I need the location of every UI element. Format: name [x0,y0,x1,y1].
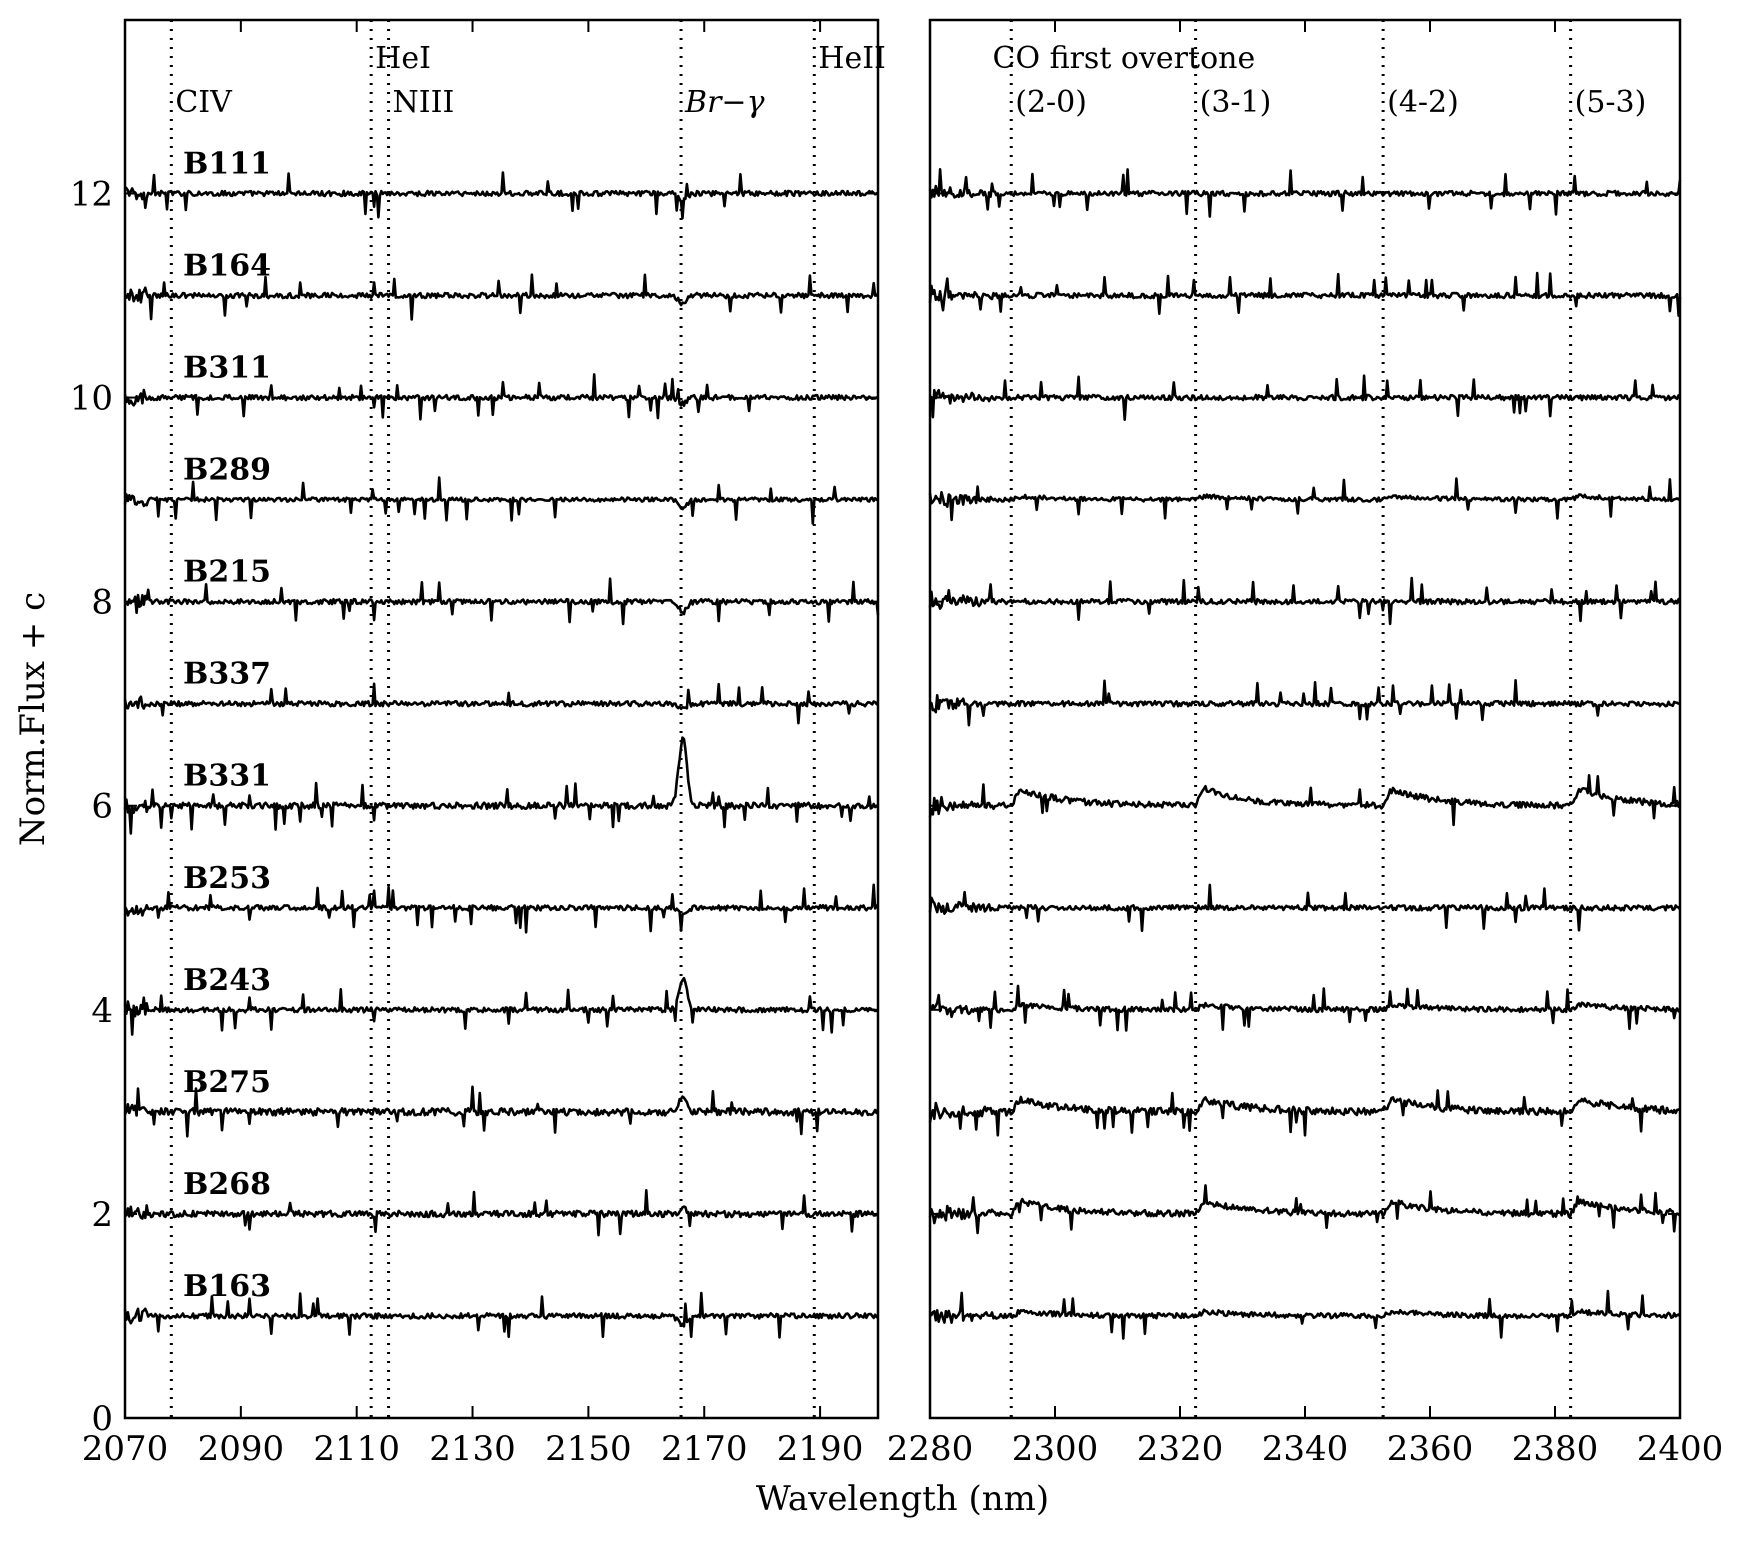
spectrum-B163-left [123,1291,879,1339]
x-tick-label-left-3: 2130 [429,1429,516,1469]
series-label-B163: B163 [183,1269,271,1304]
spectrum-B275-left [123,1085,880,1138]
x-axis-title: Wavelength (nm) [756,1479,1049,1519]
spectrum-B215-right [928,576,1682,626]
y-tick-label-0: 0 [91,1399,113,1439]
x-tick-label-left-5: 2170 [661,1429,748,1469]
left-panel: B111 B164 B311 B289 B215 B337 B331 B253 B243 B275… [82,18,886,1469]
spectrum-B215-left [124,577,880,626]
x-tick-label-left-2: 2110 [313,1429,400,1469]
y-axis-title: Norm.Flux + c [13,592,53,846]
spectrum-B243-left [123,976,879,1036]
y-tick-label-1: 2 [91,1195,113,1235]
right-panel: (2-0) (3-1) (4-2) (5-3) CO first overtone 228… [887,18,1724,1469]
spectrum-B111-right [928,168,1682,218]
line-label-3-left: Br−γ [684,85,765,120]
spectrum-B243-right [929,984,1682,1032]
x-tick-label-right-0: 2280 [887,1429,974,1469]
series-label-B243: B243 [183,963,271,998]
spectrum-B253-left [123,883,880,934]
y-tick-label-6: 12 [70,174,113,214]
series-label-B331: B331 [183,759,271,794]
spectrum-B164-left [124,273,880,321]
spectrum-B275-right [928,1089,1681,1137]
spectrum-B253-right [928,883,1682,933]
spectrum-B268-left [123,1189,880,1237]
series-label-B275: B275 [183,1065,271,1100]
series-label-B268: B268 [183,1167,271,1202]
x-tick-label-left-4: 2150 [545,1429,632,1469]
spectrum-B311-right [929,374,1682,421]
line-label-2-right: (4-2) [1387,85,1459,120]
series-label-B337: B337 [183,657,271,692]
line-label-0-right: (2-0) [1015,85,1087,120]
x-tick-label-left-1: 2090 [198,1429,285,1469]
plot-frame-left [123,18,880,1420]
spectrum-B331-right [928,774,1682,827]
x-tick-label-left-0: 2070 [82,1429,169,1469]
line-label-3-right: (5-3) [1575,85,1647,120]
y-tick-label-4: 8 [91,583,113,623]
spectrum-B111-left [124,171,879,220]
y-axis: 0 2 4 6 8 10 12 [70,174,113,1439]
group-label-co: CO first overtone [993,41,1256,76]
line-label-2-left: NIII [393,85,455,120]
spectrum-B268-right [928,1184,1681,1235]
line-label-1-right: (3-1) [1200,85,1272,120]
x-tick-label-right-2: 2320 [1137,1429,1224,1469]
line-label-0-left: CIV [175,85,233,120]
spectrum-B337-left [123,682,880,725]
x-tick-label-right-3: 2340 [1262,1429,1349,1469]
spectrum-B163-right [928,1289,1682,1340]
spectrum-B311-left [123,373,879,421]
spectrum-B289-left [123,476,879,525]
x-tick-label-left-6: 2190 [777,1429,864,1469]
x-tick-label-right-4: 2360 [1387,1429,1474,1469]
line-label-1-left: HeI [375,41,431,76]
y-tick-label-2: 4 [91,991,113,1031]
series-label-B311: B311 [183,351,271,386]
x-tick-label-right-5: 2380 [1512,1429,1599,1469]
series-label-B289: B289 [183,453,271,488]
series-label-B215: B215 [183,555,271,590]
spectrum-B289-right [928,477,1682,522]
series-label-B253: B253 [183,861,271,896]
series-label-B164: B164 [183,249,271,284]
spectrum-B331-left [123,736,880,835]
spectrum-B337-right [930,679,1681,727]
spectrum-B164-right [928,271,1682,317]
y-tick-label-3: 6 [91,787,113,827]
series-label-B111: B111 [183,146,271,181]
x-tick-label-right-1: 2300 [1012,1429,1099,1469]
line-label-4-left: HeII [818,41,886,76]
x-tick-label-right-6: 2400 [1637,1429,1724,1469]
y-tick-label-5: 10 [70,379,113,419]
